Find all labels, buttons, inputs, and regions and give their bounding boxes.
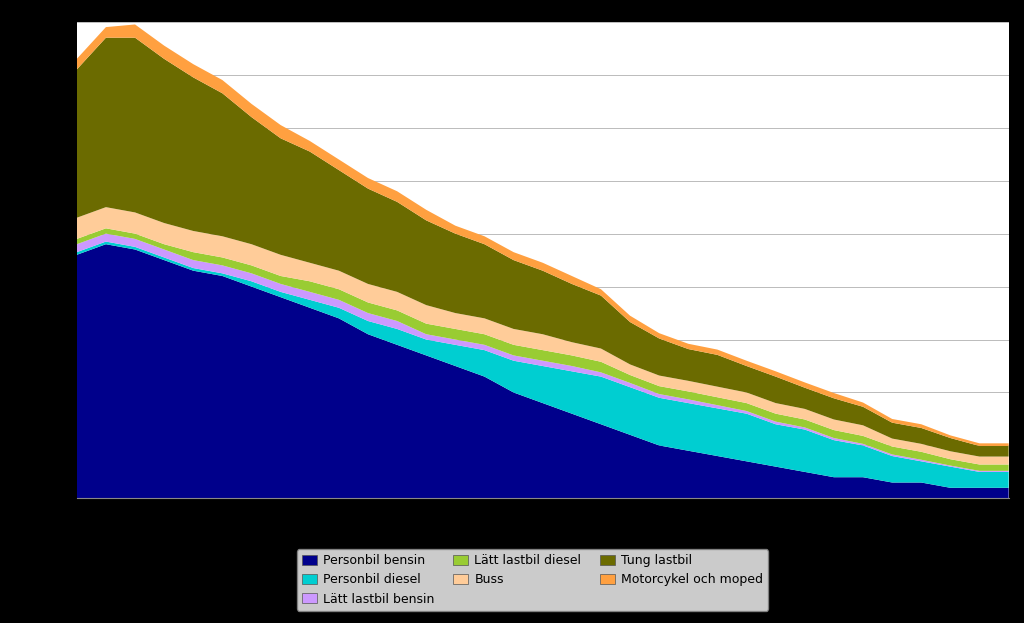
Legend: Personbil bensin, Personbil diesel, Lätt lastbil bensin, Lätt lastbil diesel, Bu: Personbil bensin, Personbil diesel, Lätt… xyxy=(297,549,768,611)
